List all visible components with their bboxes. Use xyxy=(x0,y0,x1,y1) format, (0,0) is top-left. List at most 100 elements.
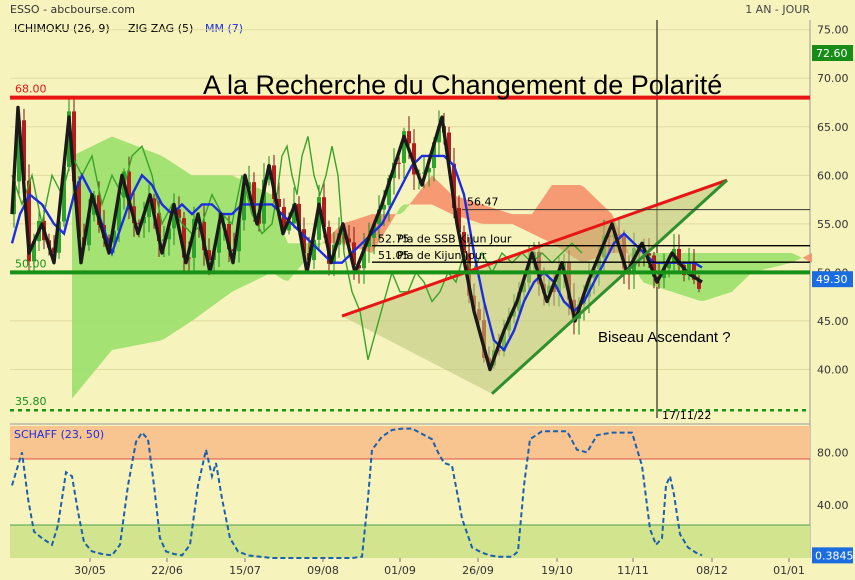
cloud-segment xyxy=(764,252,768,270)
cloud-segment xyxy=(476,202,480,224)
candle-body xyxy=(687,262,691,276)
cloud-segment xyxy=(168,159,172,337)
cloud-segment xyxy=(540,196,544,240)
cloud-segment xyxy=(412,196,416,205)
cloud-segment xyxy=(420,185,424,205)
price-tick-label-0: 40.00 xyxy=(817,363,849,376)
candle-body xyxy=(297,203,301,230)
candle-body xyxy=(187,257,191,259)
cloud-segment xyxy=(532,208,536,236)
cloud-segment xyxy=(448,190,452,215)
schaff-value-badge-text: 0.3845 xyxy=(815,549,854,562)
candle-body xyxy=(192,219,196,258)
cloud-segment xyxy=(432,175,436,207)
legend-ichimoku: ICHIMOKU (26, 9) xyxy=(14,22,110,35)
candle-body xyxy=(157,213,161,241)
cloud-segment xyxy=(436,179,440,209)
candle-body xyxy=(72,111,76,182)
cloud-segment xyxy=(356,218,360,250)
price-tick-label-6: 70.00 xyxy=(817,72,849,85)
cloud-segment xyxy=(780,252,784,266)
cloud-segment xyxy=(136,145,140,346)
cloud-segment xyxy=(524,214,528,232)
cloud-segment xyxy=(284,233,288,281)
cloud-segment xyxy=(472,201,476,222)
candle xyxy=(182,212,186,275)
cloud-segment xyxy=(92,144,96,375)
cloud-segment xyxy=(276,207,280,278)
x-tick-label-4: 01/09 xyxy=(384,564,416,577)
cloud-segment xyxy=(84,148,88,385)
cloud-segment xyxy=(440,183,444,211)
cloud-segment xyxy=(712,252,716,299)
schaff-y-axis: 40.00 80.00 0.3845 xyxy=(812,446,854,564)
candle-body xyxy=(447,132,451,164)
cloud-segment xyxy=(740,252,744,285)
schaff-panel: 40.00 80.00 0.3845 SCHAFF (23, 50) xyxy=(10,426,854,564)
cloud-segment xyxy=(520,214,524,230)
wedge-lower-line xyxy=(490,179,729,395)
candle-body xyxy=(322,197,326,227)
cloud-segment xyxy=(288,243,292,281)
candle-body xyxy=(67,111,71,168)
cloud-segment xyxy=(176,164,180,332)
candle-body xyxy=(437,126,441,143)
x-tick-label-8: 08/12 xyxy=(696,564,728,577)
candle-body xyxy=(227,223,231,250)
cloud-segment xyxy=(516,214,520,228)
candle-body xyxy=(397,162,401,164)
candle-body xyxy=(112,230,116,243)
cloud-segment xyxy=(544,190,548,242)
legend-mm: MM (7) xyxy=(205,22,243,35)
candle-body xyxy=(377,209,381,225)
price-tick-label-1: 45.00 xyxy=(817,315,849,328)
candle-body xyxy=(262,179,266,224)
current-price-badge: 49.30 xyxy=(812,271,853,288)
cloud-segment xyxy=(292,243,296,277)
wedge-fill xyxy=(342,180,727,394)
candle-body xyxy=(312,239,316,261)
cloud-segment xyxy=(792,252,796,263)
cloud-segment xyxy=(144,148,148,344)
candle-body xyxy=(287,223,291,231)
cloud-segment xyxy=(504,211,508,224)
candle xyxy=(227,215,231,263)
candle xyxy=(377,195,381,241)
candle-body xyxy=(647,253,651,256)
chart-title: A la Recherche du Changement de Polarité xyxy=(203,70,722,100)
schaff-bands xyxy=(10,426,810,558)
schaff-value-badge-bg xyxy=(812,547,853,564)
candle-body xyxy=(22,120,26,181)
cloud-segment xyxy=(268,192,272,275)
candle xyxy=(192,206,196,274)
cloud-segment xyxy=(704,252,708,301)
cloud-segment xyxy=(424,180,428,205)
cloud-segment xyxy=(120,139,124,349)
x-tick-label-0: 30/05 xyxy=(74,564,106,577)
level-label: 56.47 xyxy=(467,196,499,209)
cloud-segment xyxy=(196,175,200,319)
x-tick-label-3: 09/08 xyxy=(307,564,339,577)
last-price-badge-bg xyxy=(812,45,853,62)
cloud-segment xyxy=(800,256,804,259)
candle-body xyxy=(667,262,671,269)
cloud-segment xyxy=(400,204,404,215)
cloud-segment xyxy=(164,157,168,340)
candle-body xyxy=(137,223,141,225)
cloud-segment xyxy=(536,202,540,238)
cloud-segment xyxy=(72,153,76,399)
candle-body xyxy=(117,197,121,231)
cloud-segment xyxy=(488,206,492,224)
candle-body xyxy=(207,250,211,260)
cloud-segment xyxy=(500,210,504,224)
candle-body xyxy=(452,163,456,208)
cloud-segment xyxy=(132,144,136,347)
candle-body xyxy=(302,229,306,254)
level-label: 51.05 xyxy=(378,249,410,262)
price-y-axis: 40.0045.0050.0055.0060.0065.0070.0075.00… xyxy=(812,24,853,376)
